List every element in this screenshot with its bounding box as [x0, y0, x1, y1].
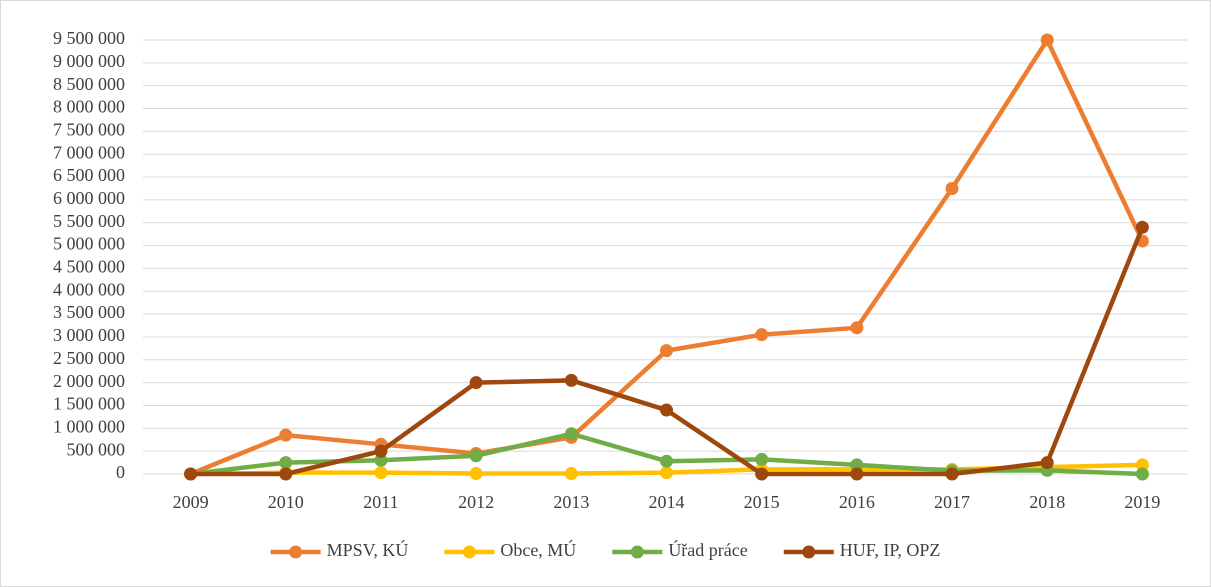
x-tick-label: 2019: [1124, 492, 1160, 512]
data-point: [469, 449, 483, 463]
y-tick-label: 1 000 000: [53, 416, 125, 436]
data-point: [279, 456, 293, 470]
data-point: [1135, 467, 1149, 481]
legend-item: HUF, IP, OPZ: [783, 540, 941, 560]
data-point: [660, 344, 673, 358]
legend-marker: [802, 545, 816, 559]
y-tick-label: 8 500 000: [53, 74, 125, 94]
legend-item: Úřad práce: [612, 539, 748, 560]
data-point: [755, 467, 769, 481]
y-tick-label: 3 000 000: [53, 325, 125, 345]
y-tick-label: 8 000 000: [53, 97, 125, 117]
x-tick-label: 2017: [934, 492, 970, 512]
data-point: [755, 328, 769, 342]
y-tick-label: 9 000 000: [53, 51, 125, 71]
x-tick-label: 2015: [744, 492, 780, 512]
x-tick-label: 2012: [458, 492, 494, 512]
data-point: [850, 467, 864, 481]
y-tick-label: 7 500 000: [53, 119, 125, 139]
data-point: [660, 466, 673, 480]
data-point: [945, 467, 959, 481]
data-point: [660, 403, 673, 417]
data-point: [469, 467, 483, 481]
legend-label: Obce, MÚ: [500, 539, 576, 560]
x-tick-label: 2014: [649, 492, 685, 512]
x-tick-label: 2009: [173, 492, 209, 512]
y-tick-label: 2 500 000: [53, 348, 125, 368]
x-tick-label: 2018: [1029, 492, 1065, 512]
legend-label: Úřad práce: [668, 539, 747, 560]
y-tick-label: 6 000 000: [53, 188, 125, 208]
y-tick-label: 2 000 000: [53, 371, 125, 391]
data-point: [469, 376, 483, 390]
data-point: [374, 466, 388, 480]
legend-marker: [630, 545, 644, 559]
legend-item: Obce, MÚ: [444, 539, 576, 560]
data-point: [1135, 220, 1149, 234]
legend-marker: [462, 545, 476, 559]
y-tick-label: 5 500 000: [53, 211, 125, 231]
data-point: [564, 427, 578, 441]
legend-label: HUF, IP, OPZ: [840, 540, 941, 560]
data-point: [564, 467, 578, 481]
y-tick-label: 7 000 000: [53, 142, 125, 162]
data-point: [564, 373, 578, 387]
y-tick-label: 6 500 000: [53, 165, 125, 185]
data-point: [184, 467, 198, 481]
data-point: [1040, 456, 1054, 470]
data-point: [279, 467, 293, 481]
y-tick-label: 0: [116, 462, 125, 482]
x-tick-label: 2010: [268, 492, 304, 512]
data-point: [1040, 33, 1054, 47]
y-tick-label: 4 000 000: [53, 279, 125, 299]
data-point: [1135, 458, 1149, 472]
y-tick-label: 5 000 000: [53, 234, 125, 254]
x-tick-label: 2011: [363, 492, 398, 512]
y-tick-label: 3 500 000: [53, 302, 125, 322]
data-point: [945, 181, 959, 195]
legend-label: MPSV, KÚ: [327, 539, 409, 560]
data-point: [850, 458, 864, 472]
y-tick-label: 9 500 000: [53, 28, 125, 48]
x-tick-label: 2013: [553, 492, 589, 512]
data-point: [374, 444, 388, 458]
legend-marker: [289, 545, 303, 559]
data-point: [279, 428, 293, 442]
y-tick-label: 500 000: [67, 439, 126, 459]
data-point: [660, 454, 673, 468]
data-point: [850, 321, 864, 335]
y-tick-label: 1 500 000: [53, 394, 125, 414]
legend-item: MPSV, KÚ: [270, 539, 409, 560]
y-tick-label: 4 500 000: [53, 257, 125, 277]
data-point: [755, 452, 769, 466]
x-tick-label: 2016: [839, 492, 875, 512]
data-point: [374, 453, 388, 467]
